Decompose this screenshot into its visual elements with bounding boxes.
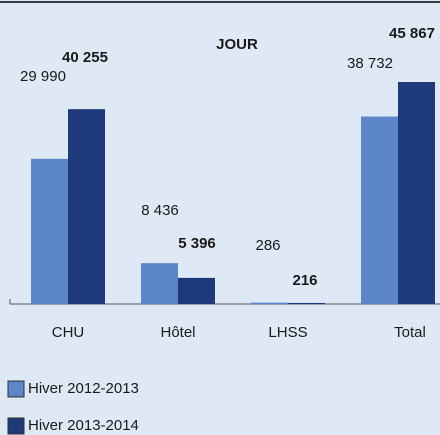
bar <box>178 277 215 304</box>
bar <box>361 116 398 305</box>
value-label: 8 436 <box>141 202 179 219</box>
bar <box>288 302 325 304</box>
value-label: 45 867 <box>389 25 435 42</box>
x-tick-label: Hôtel <box>160 324 195 341</box>
value-label: 29 990 <box>20 68 66 85</box>
legend-label: Hiver 2012-2013 <box>28 380 139 397</box>
legend-label: Hiver 2013-2014 <box>28 417 139 434</box>
value-label: 5 396 <box>178 235 216 252</box>
x-tick-label: LHSS <box>268 324 307 341</box>
x-tick-label: Total <box>394 324 426 341</box>
x-tick-label: CHU <box>52 324 85 341</box>
value-label: 216 <box>292 272 317 289</box>
bar <box>251 302 288 304</box>
legend-swatch <box>7 380 25 398</box>
bar <box>31 158 68 304</box>
value-label: 40 255 <box>62 49 108 66</box>
chart-title: JOUR <box>216 36 258 53</box>
bar <box>141 263 178 304</box>
bar <box>68 109 105 304</box>
value-label: 38 732 <box>347 55 393 72</box>
value-label: 286 <box>255 237 280 254</box>
bar <box>398 82 435 304</box>
legend-swatch <box>7 417 25 435</box>
